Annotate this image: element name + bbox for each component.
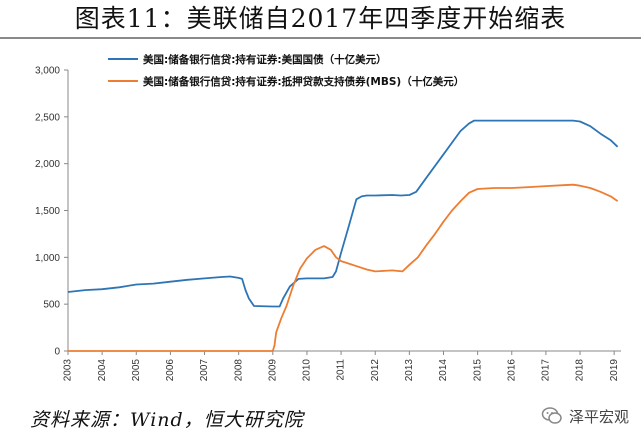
series-line-2 xyxy=(68,183,619,352)
x-tick-label: 2016 xyxy=(506,359,517,382)
chart-lines xyxy=(67,119,619,352)
y-tick-label: 1,000 xyxy=(35,253,60,264)
x-tick-label: 2010 xyxy=(302,359,313,382)
x-tick-label: 2019 xyxy=(609,359,620,382)
legend-label-1: 美国:储备银行信贷:持有证券:美国国债（十亿美元） xyxy=(143,53,387,66)
source-note: 资料来源：Wind，恒大研究院 xyxy=(30,409,304,431)
y-tick-label: 1,500 xyxy=(35,206,60,217)
title-rule xyxy=(0,37,641,39)
legend-label-2: 美国:储备银行信贷:持有证券:抵押贷款支持债券(MBS)（十亿美元） xyxy=(143,75,464,88)
y-tick-label: 500 xyxy=(43,300,60,311)
x-tick-label: 2003 xyxy=(63,359,74,382)
x-tick-label: 2014 xyxy=(438,359,449,382)
y-tick-label: 2,000 xyxy=(35,159,60,170)
watermark-text: 泽平宏观 xyxy=(568,407,629,426)
x-tick-label: 2018 xyxy=(575,359,586,382)
chart-axes: 0 500 1,000 1,500 2,000 2,500 3,000 2003 2004 200… xyxy=(35,66,621,382)
watermark: 泽平宏观 xyxy=(541,405,629,427)
x-tick-label: 2004 xyxy=(97,359,108,382)
wechat-icon xyxy=(541,407,562,424)
chart-legend: 美国:储备银行信贷:持有证券:美国国债（十亿美元） 美国:储备银行信贷:持有证券:… xyxy=(108,53,464,88)
x-tick-label: 2005 xyxy=(131,359,142,382)
x-tick-label: 2013 xyxy=(404,359,415,382)
chart-title: 图表11：美联储自2017年四季度开始缩表 xyxy=(74,4,567,33)
x-tick-label: 2017 xyxy=(541,359,552,382)
y-tick-label: 2,500 xyxy=(35,112,60,123)
x-tick-label: 2006 xyxy=(165,359,176,382)
x-tick-label: 2012 xyxy=(370,359,381,382)
x-tick-label: 2008 xyxy=(233,359,244,382)
x-tick-label: 2007 xyxy=(199,359,210,382)
y-tick-label: 0 xyxy=(54,347,60,358)
series-line-1 xyxy=(67,119,619,308)
x-tick-label: 2015 xyxy=(472,359,483,382)
x-tick-label: 2009 xyxy=(267,359,278,382)
x-tick-label: 2011 xyxy=(336,359,347,381)
y-tick-label: 3,000 xyxy=(35,66,60,77)
line-chart: 0 500 1,000 1,500 2,000 2,500 3,000 2003 2004 200… xyxy=(35,53,621,382)
